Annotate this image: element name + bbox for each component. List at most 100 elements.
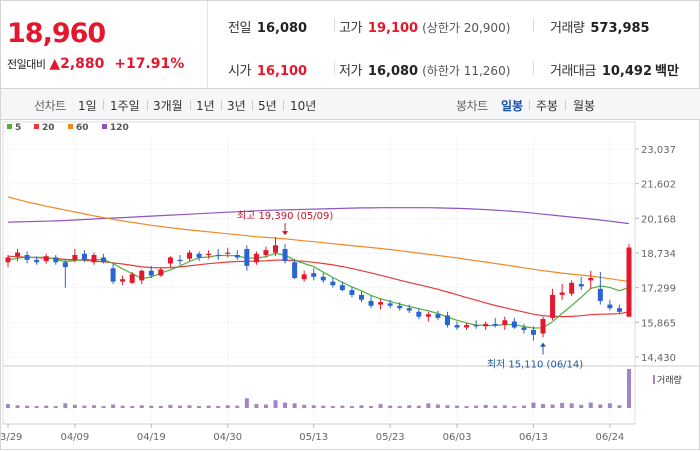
divider — [103, 100, 104, 110]
volume-bar — [91, 405, 96, 408]
volume-legend-swatch — [653, 375, 655, 384]
volume-bar — [598, 404, 603, 408]
volume-bar — [541, 404, 546, 408]
x-tick-label: 06/13 — [519, 432, 548, 443]
period-10y[interactable]: 10년 — [290, 99, 317, 113]
candle-body — [34, 259, 40, 263]
x-tick-label: 03/29 — [1, 432, 22, 443]
plot-frame — [2, 121, 636, 425]
legend-swatch — [68, 124, 73, 129]
candle-body — [225, 252, 231, 254]
period-1w[interactable]: 1주일 — [110, 99, 140, 113]
legend-label: 5 — [15, 123, 21, 133]
candle-body — [311, 273, 317, 277]
candle-body — [349, 290, 355, 295]
current-price: 18,960 — [7, 18, 106, 49]
candle-body — [569, 282, 575, 294]
legend-label: 20 — [42, 123, 55, 133]
volume-bar — [521, 405, 526, 408]
volume-bar — [397, 406, 402, 408]
volume-bar — [340, 405, 345, 408]
y-tick-label: 15,865 — [641, 318, 676, 329]
period-1y[interactable]: 1년 — [196, 99, 215, 113]
candle-body — [559, 292, 565, 295]
low-value: 16,080 — [367, 64, 419, 79]
divider — [533, 61, 534, 75]
volume-bar — [435, 404, 440, 408]
volume-bar — [302, 404, 307, 408]
candle-daily[interactable]: 일봉 — [501, 99, 524, 113]
candle-body — [397, 305, 403, 309]
volume-bar — [378, 404, 383, 408]
volume-bar — [120, 405, 125, 408]
volume-bar — [407, 405, 412, 408]
candle-body — [101, 257, 107, 263]
candle-body — [15, 252, 21, 257]
volume-bar — [464, 406, 469, 408]
candle-body — [167, 257, 173, 264]
candle-body — [148, 270, 154, 276]
candle-body — [158, 269, 164, 276]
candle-body — [597, 288, 603, 301]
volume-bar — [283, 402, 288, 408]
volume-bar — [44, 405, 49, 408]
prev-close-stat: 전일 16,080 — [228, 17, 307, 36]
candle-body — [53, 257, 59, 263]
volume-bar — [6, 404, 10, 408]
change-label: 전일대비 — [7, 58, 46, 71]
period-1d[interactable]: 1일 — [78, 99, 97, 113]
candle-body — [43, 256, 49, 262]
candle-body — [550, 294, 556, 318]
candle-body — [253, 253, 259, 263]
volume-bar — [139, 405, 144, 408]
candle-body — [263, 250, 269, 256]
volume-bar — [244, 398, 249, 408]
candle-body — [578, 284, 584, 287]
amount-stat: 거래대금 10,492 백만 — [550, 60, 679, 79]
volume-bar — [550, 404, 555, 408]
volume-bar — [168, 404, 173, 408]
period-3y[interactable]: 3년 — [227, 99, 246, 113]
candle-body — [454, 325, 460, 328]
candle-body — [473, 325, 479, 327]
candle-body — [358, 294, 364, 300]
x-tick-label: 04/19 — [137, 432, 166, 443]
legend-swatch — [7, 124, 12, 129]
candle-monthly[interactable]: 월봉 — [573, 99, 596, 113]
candle-body — [301, 274, 307, 280]
volume-bar — [388, 405, 393, 408]
volume-bar — [158, 406, 163, 408]
divider — [221, 100, 222, 110]
candle-body — [187, 252, 193, 259]
volume-bar — [493, 405, 498, 408]
volume-legend-label: 거래량 — [657, 374, 682, 386]
candle-weekly[interactable]: 주봉 — [536, 99, 559, 113]
volume-bar — [130, 406, 135, 408]
candle-body — [129, 274, 135, 283]
amount-label: 거래대금 — [550, 64, 596, 79]
upper-limit: (상한가 20,900) — [422, 21, 511, 35]
x-tick-label: 06/24 — [595, 432, 624, 443]
volume-bar — [531, 402, 536, 408]
change-percent: +17.91% — [114, 56, 185, 72]
candle-body — [521, 327, 527, 330]
candle-body — [607, 304, 613, 309]
volume-bar — [225, 405, 230, 408]
period-3m[interactable]: 3개월 — [153, 99, 183, 113]
volume-bar — [474, 405, 479, 408]
candle-body — [62, 262, 68, 268]
volume-bar — [63, 403, 68, 408]
amount-value: 10,492 — [601, 64, 653, 79]
divider — [334, 61, 335, 75]
candle-body — [110, 268, 116, 282]
up-arrow-icon: ▲ — [49, 56, 61, 72]
divider — [529, 100, 530, 110]
volume-bar — [607, 403, 612, 408]
volume-bar — [416, 405, 421, 408]
open-value: 16,100 — [256, 64, 308, 79]
divider — [334, 18, 335, 32]
volume-bar — [177, 405, 182, 408]
period-5y[interactable]: 5년 — [258, 99, 277, 113]
y-tick-label: 20,168 — [641, 214, 676, 225]
volume-bar — [292, 403, 297, 408]
